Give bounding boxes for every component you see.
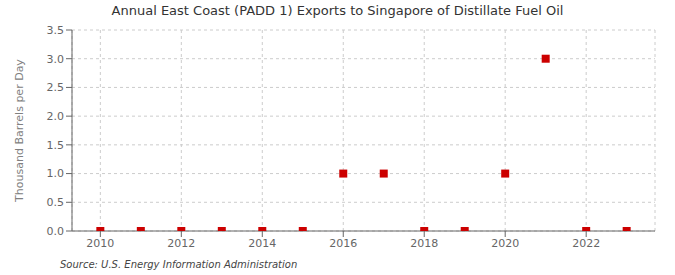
svg-text:2016: 2016 xyxy=(329,237,357,250)
svg-text:Thousand Barrels per Day: Thousand Barrels per Day xyxy=(13,59,26,203)
svg-text:0.5: 0.5 xyxy=(47,196,65,209)
html-text:Annual East Coast (PADD 1) Exp: Annual East Coast (PADD 1) Exports to Si… xyxy=(111,3,564,18)
svg-text:2.0: 2.0 xyxy=(47,110,65,123)
svg-text:1.5: 1.5 xyxy=(47,139,65,152)
svg-text:0.0: 0.0 xyxy=(47,225,65,238)
html-text:Source: U.S. Energy Informatio: Source: U.S. Energy Information Administ… xyxy=(60,259,298,270)
svg-text:2022: 2022 xyxy=(572,237,600,250)
svg-text:2020: 2020 xyxy=(491,237,519,250)
svg-text:2010: 2010 xyxy=(86,237,114,250)
svg-text:2012: 2012 xyxy=(167,237,195,250)
svg-text:2.5: 2.5 xyxy=(47,81,65,94)
svg-text:2014: 2014 xyxy=(248,237,276,250)
svg-text:3.0: 3.0 xyxy=(47,53,65,66)
svg-text:1.0: 1.0 xyxy=(47,167,65,180)
svg-text:2018: 2018 xyxy=(410,237,438,250)
svg-text:3.5: 3.5 xyxy=(47,24,65,37)
